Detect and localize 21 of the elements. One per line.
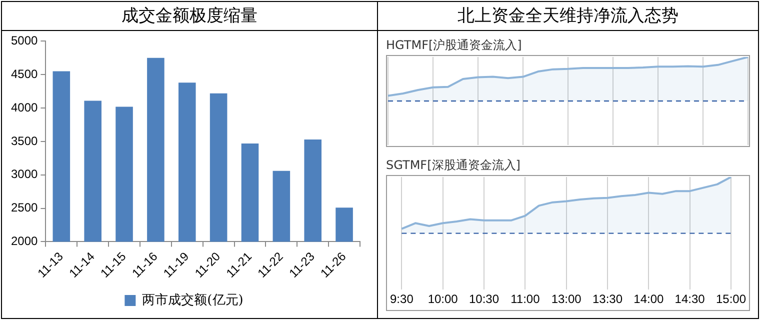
- x-tick-label: 10:00: [428, 292, 458, 306]
- y-tick-label: 3000: [10, 167, 38, 182]
- x-tick-label: 14:30: [674, 292, 706, 306]
- x-tick-label: 10:30: [468, 292, 500, 306]
- y-tick-label: 5000: [10, 34, 38, 48]
- y-tick-label: 3500: [10, 134, 38, 148]
- chart-title: SGTMF[深股通资金流入]: [386, 157, 522, 173]
- x-tick-label: 15:00: [716, 292, 746, 306]
- legend-label: 两市成交额(亿元): [142, 292, 244, 308]
- x-tick-label: 9:30: [390, 292, 414, 306]
- chart-title: 成交金额极度缩量: [2, 2, 377, 31]
- chart-subtitle: HGTMF[沪股通资金流入]: [386, 37, 523, 53]
- y-tick-label: 4000: [10, 100, 38, 114]
- y-tick-label: 4500: [10, 66, 38, 81]
- y-tick-label: 2000: [10, 234, 38, 248]
- x-tick-label: 13:00: [551, 292, 582, 306]
- x-tick-label: 13:30: [592, 292, 623, 306]
- chart-title: 北上资金全天维持净流入态势: [378, 2, 758, 31]
- y-tick-label: 2500: [10, 200, 38, 215]
- x-tick-label: 14:00: [634, 292, 664, 306]
- x-tick-label: 11:00: [510, 292, 540, 306]
